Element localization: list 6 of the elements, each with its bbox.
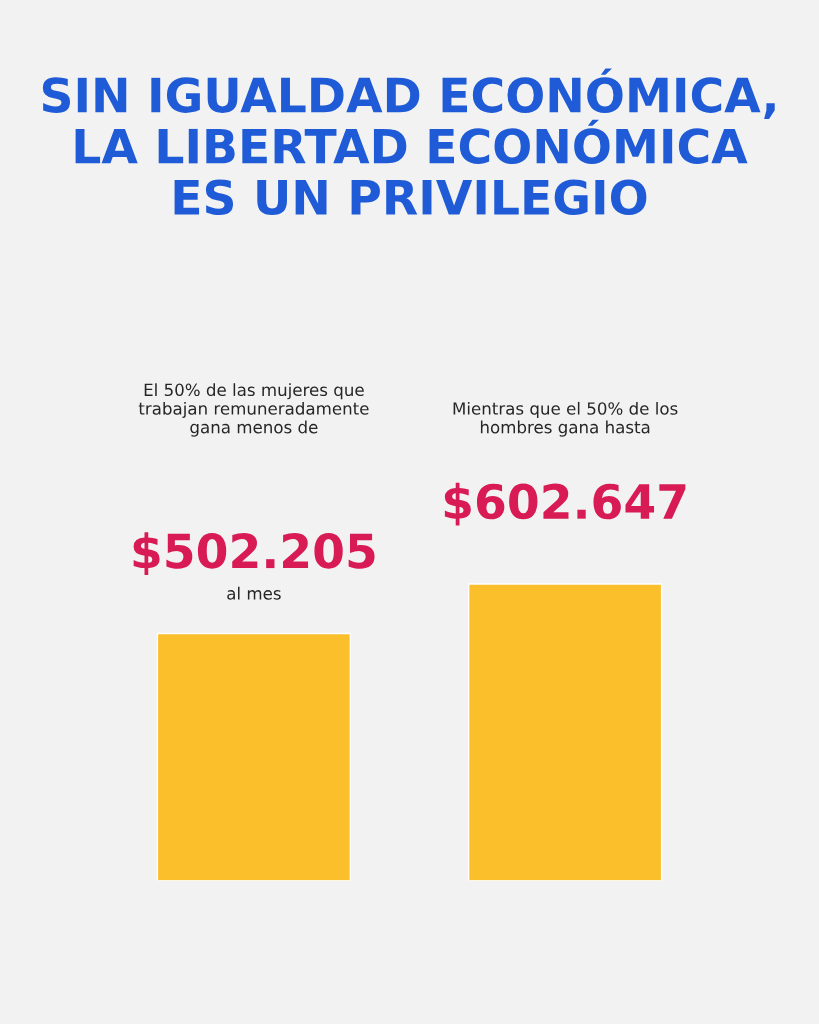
data-label: $502.205 <box>133 532 375 576</box>
x-tick-label: El 50% de las mujeres que trabajan remuneradamente gana menos de <box>138 383 369 437</box>
chart-title: SIN IGUALDAD ECONÓMICA, LA LIBERTAD ECONÓMICA ES UN PRIVILEGIO <box>42 68 775 216</box>
data-label: $602.647 <box>444 482 686 526</box>
annotation: al mes <box>227 586 281 600</box>
x-tick-label: Mientras que el 50% de los hombres gana hasta <box>453 401 678 437</box>
